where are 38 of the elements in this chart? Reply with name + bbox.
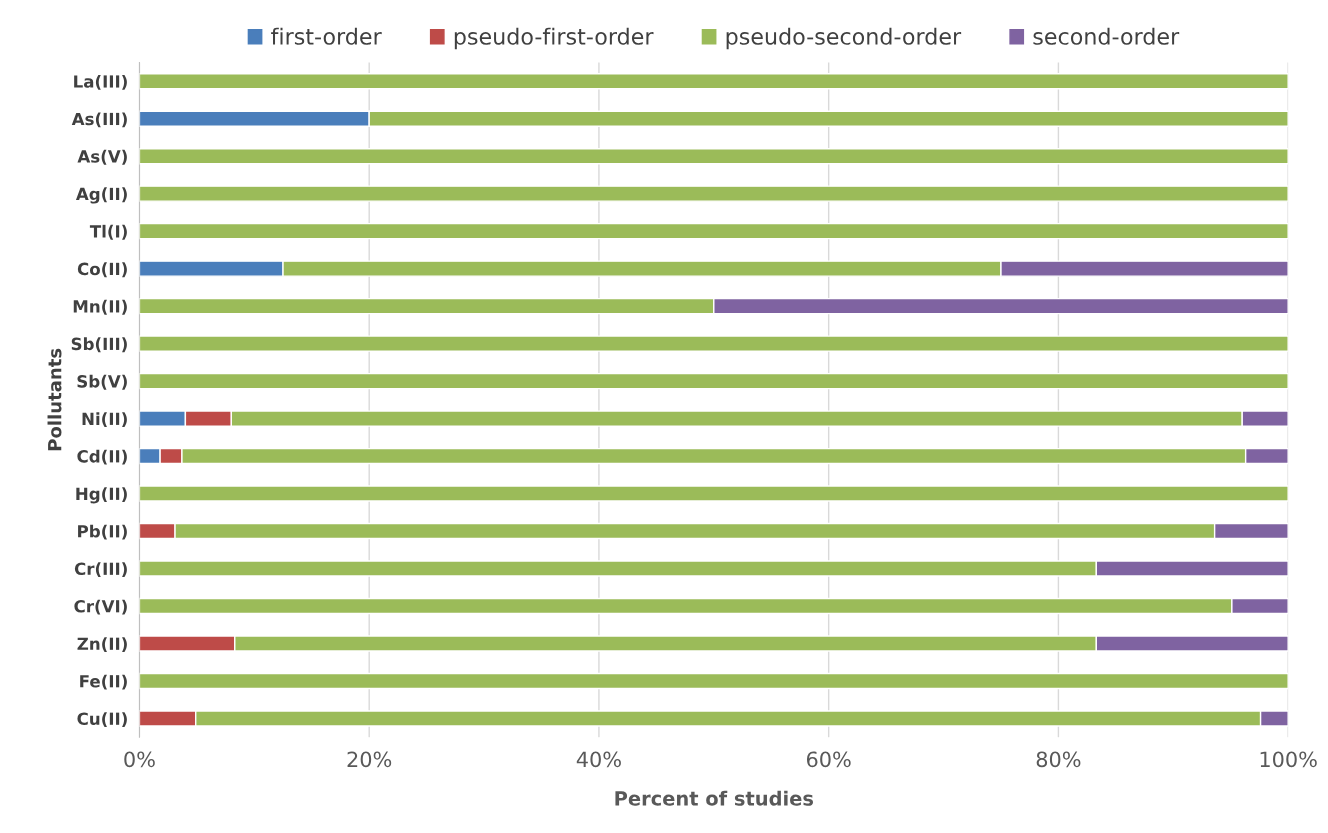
y-axis-title: Pollutants	[47, 348, 62, 451]
y-tick-label: As(III)	[71, 112, 127, 128]
bar	[139, 73, 1289, 90]
x-tick-label: 40%	[576, 751, 621, 768]
bar	[139, 372, 1289, 390]
x-tick-label: 60%	[806, 751, 851, 768]
legend-label: pseudo-first-order	[454, 27, 654, 50]
legend-label: second-order	[1033, 27, 1180, 45]
y-tick-label: Cr(VI)	[74, 599, 127, 615]
bar	[139, 185, 1289, 202]
bar	[139, 672, 1289, 690]
y-tick-label: Ni(II)	[82, 412, 127, 428]
y-tick-label: Hg(II)	[76, 487, 127, 504]
x-axis-title: Percent of studies	[615, 790, 814, 806]
y-tick-label: Co(II)	[77, 262, 127, 278]
y-tick-label: Sb(V)	[77, 374, 127, 390]
y-tick-label: Cd(II)	[77, 449, 127, 465]
y-tick-label: Sb(III)	[71, 337, 127, 353]
y-tick-label: Ag(II)	[75, 187, 127, 204]
y-tick-label: Tl(I)	[89, 224, 127, 240]
x-tick-label: 100%	[1260, 751, 1317, 768]
bar	[139, 222, 1289, 240]
y-tick-label: Zn(II)	[77, 637, 127, 653]
bar	[139, 147, 1289, 165]
y-tick-label: Cr(III)	[74, 562, 127, 578]
legend-label: pseudo-second-order	[726, 27, 962, 50]
y-tick-label: As(V)	[77, 149, 127, 165]
x-tick-label: 0%	[124, 751, 155, 768]
x-tick-label: 80%	[1036, 751, 1081, 768]
x-tick-label: 20%	[347, 751, 392, 768]
y-tick-label: Mn(II)	[73, 299, 127, 315]
y-tick-label: La(III)	[74, 74, 127, 90]
y-tick-label: Cu(II)	[77, 712, 127, 727]
y-tick-label: Fe(II)	[80, 674, 127, 690]
bar	[139, 485, 1289, 502]
bar	[139, 335, 1289, 352]
y-tick-label: Pb(II)	[78, 524, 127, 540]
legend-label: first-order	[271, 27, 382, 45]
